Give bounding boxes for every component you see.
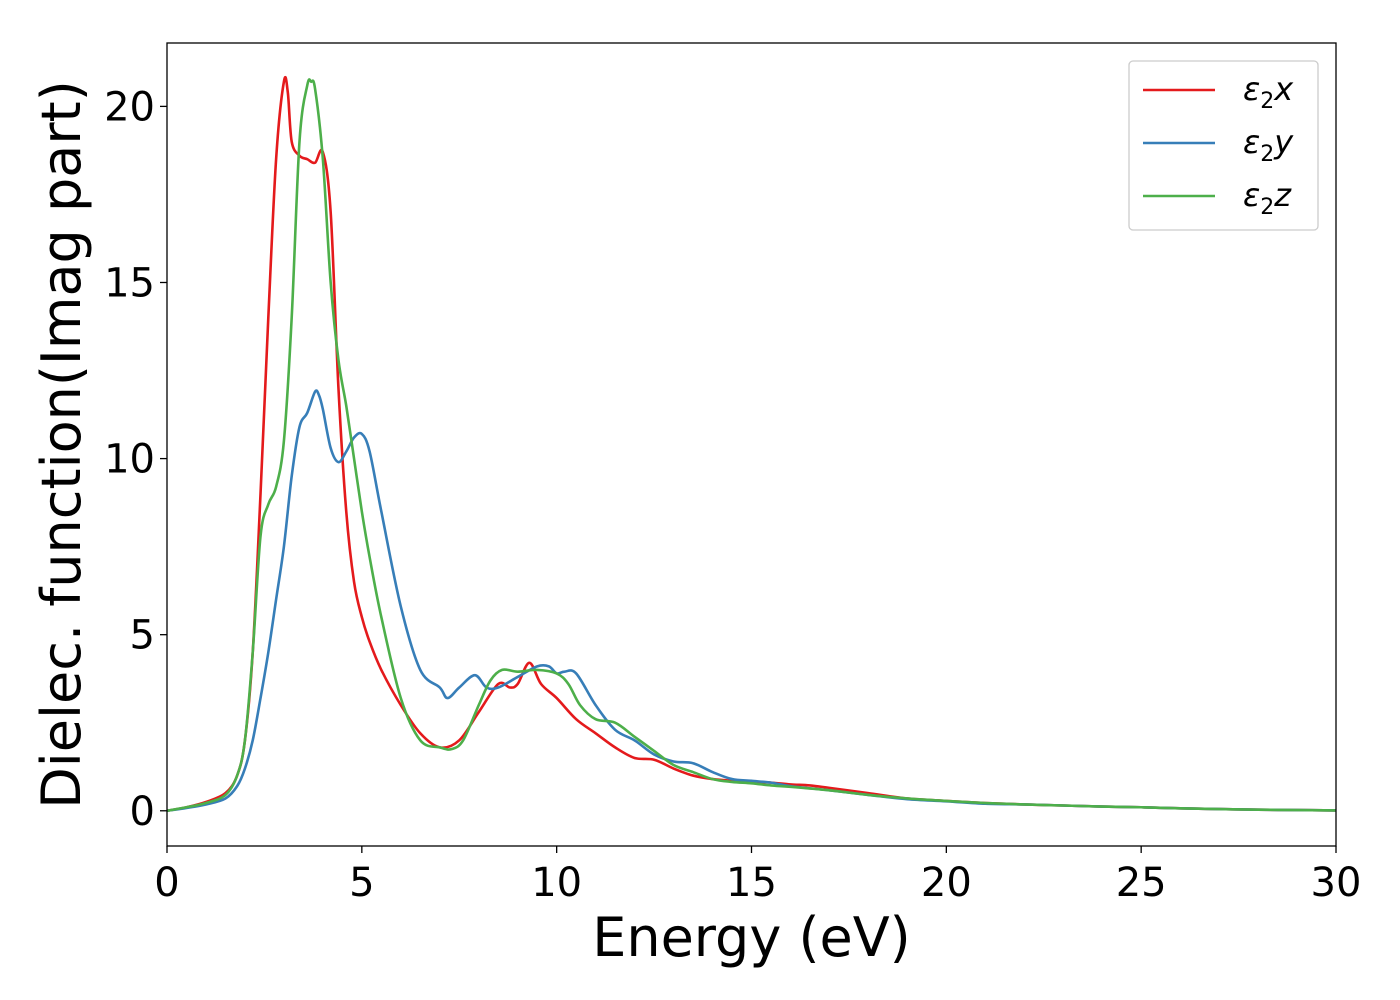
legend-box [1128,60,1319,231]
y-tick-label: 5 [130,613,155,659]
legend: ε2x ε2y ε2z [1128,60,1319,231]
x-tick-label: 5 [349,860,374,906]
x-axis-title: Energy (eV) [592,906,911,969]
x-tick-label: 20 [921,860,972,906]
y-tick-label: 20 [104,84,155,130]
x-tick-label: 25 [1116,860,1167,906]
y-tick-label: 10 [104,437,155,483]
legend-label-y: ε2y [1243,123,1294,167]
y-axis-title: Dielec. function(Imag part) [30,80,93,809]
y-axis: 0 5 10 15 20 [104,84,167,835]
x-tick-label: 15 [726,860,777,906]
x-tick-label: 10 [531,860,582,906]
legend-label-x: ε2x [1243,70,1294,114]
y-tick-label: 15 [104,260,155,306]
series-line-z [166,78,1337,813]
y-tick-label: 0 [130,789,155,835]
series-layer [166,75,1337,813]
legend-label-z: ε2z [1243,176,1292,220]
x-axis: 0 5 10 15 20 25 30 [154,846,1361,906]
x-tick-label: 0 [154,860,179,906]
x-tick-label: 30 [1311,860,1362,906]
